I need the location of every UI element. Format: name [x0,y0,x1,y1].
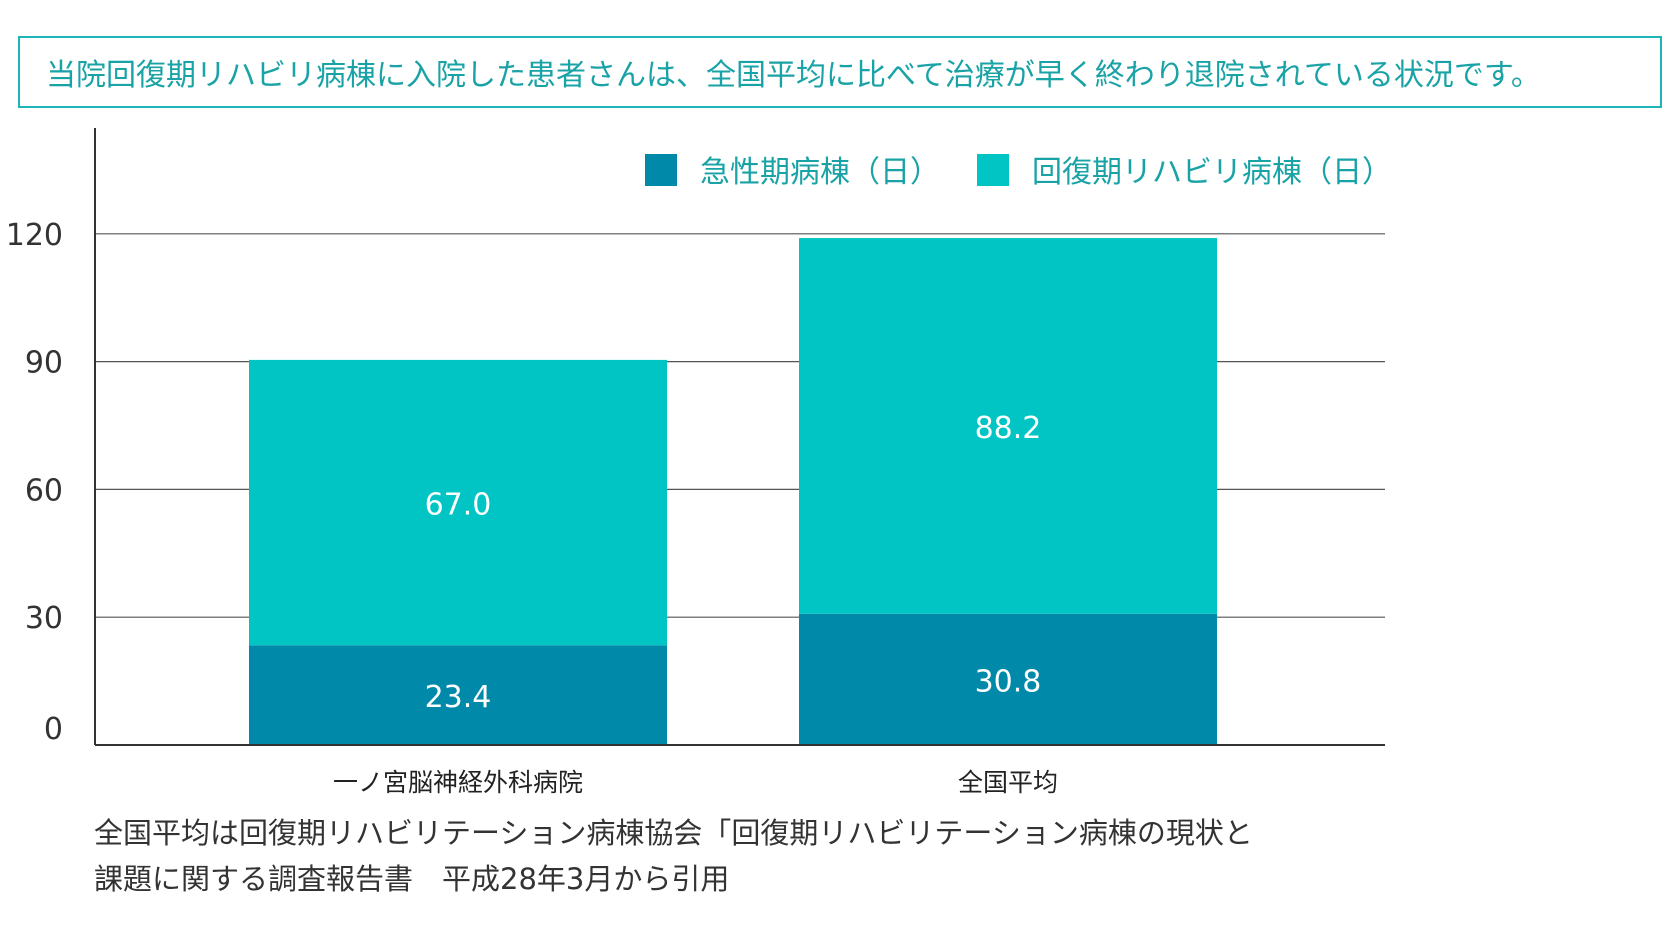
stacked-bar-chart: 23.4 67.0 一ノ宮脳神経外科病院 30.8 88.2 全国平均 0 30 60 90 120… [6,128,1392,797]
headline-box: 当院回復期リハビリ病棟に入院した患者さんは、全国平均に比べて治療が早く終わり退院… [18,36,1662,108]
y-tick-label-90: 90 [25,346,63,381]
data-label-1-0: 67.0 [425,488,492,523]
legend-label-1: 回復期リハビリ病棟（日） [1032,155,1392,190]
bar-recovery-1 [799,238,1217,614]
bar-recovery-0 [249,359,667,646]
y-tick-label-60: 60 [25,473,63,508]
data-label-0-1: 30.8 [975,664,1042,699]
legend-label-0: 急性期病棟（日） [700,155,940,190]
bar-acute-1 [799,613,1217,745]
category-label-1: 全国平均 [958,768,1058,797]
legend-swatch-1 [977,154,1009,186]
bar-acute-0 [249,645,667,745]
legend-swatch-0 [645,154,677,186]
data-label-1-1: 88.2 [975,411,1042,446]
y-tick-label-0: 0 [44,712,63,747]
footnote-line-1: 全国平均は回復期リハビリテーション病棟協会「回復期リハビリテーション病棟の現状と [94,816,1253,850]
category-label-0: 一ノ宮脳神経外科病院 [333,768,583,797]
y-tick-label-30: 30 [25,601,63,636]
headline-text: 当院回復期リハビリ病棟に入院した患者さんは、全国平均に比べて治療が早く終わり退院… [46,58,1541,93]
y-tick-label-120: 120 [6,218,63,253]
footnote-line-2: 課題に関する調査報告書 平成28年3月から引用 [94,862,730,896]
footnote: 全国平均は回復期リハビリテーション病棟協会「回復期リハビリテーション病棟の現状と… [94,810,1514,902]
data-label-0-0: 23.4 [425,680,492,715]
